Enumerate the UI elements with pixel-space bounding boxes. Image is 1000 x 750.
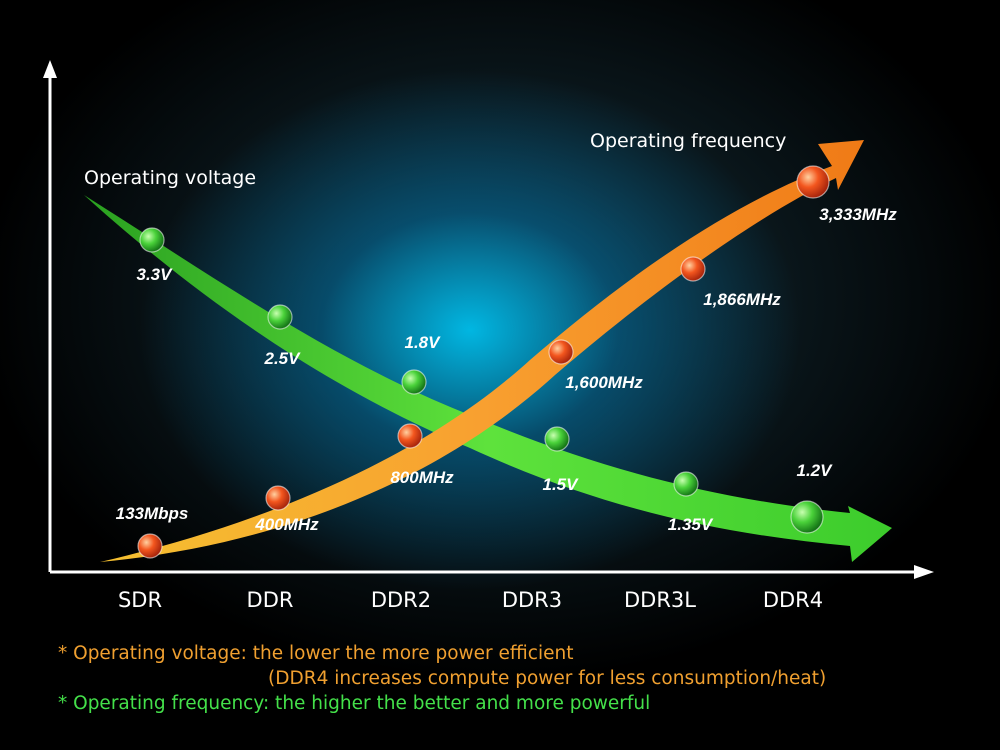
note-voltage: * Operating voltage: the lower the more … xyxy=(58,643,574,664)
x-tick-label-sdr: SDR xyxy=(118,588,162,612)
voltage-point-sdr xyxy=(139,227,165,253)
voltage-point-ddr3l xyxy=(673,471,699,497)
voltage-point-ddr4 xyxy=(790,500,824,534)
x-axis-arrow xyxy=(914,565,934,579)
x-tick-label-ddr: DDR xyxy=(247,588,294,612)
frequency-point-ddr4 xyxy=(796,165,830,199)
voltage-point-ddr xyxy=(267,304,293,330)
y-axis-arrow xyxy=(43,60,57,78)
frequency-data-label-ddr: 400MHz xyxy=(254,515,319,534)
voltage-data-label-ddr4: 1.2V xyxy=(797,461,834,480)
frequency-band xyxy=(100,140,864,562)
frequency-series-label: Operating frequency xyxy=(590,130,786,152)
voltage-point-ddr3 xyxy=(544,426,570,452)
voltage-data-label-ddr3l: 1.35V xyxy=(668,515,714,534)
frequency-data-label-sdr: 133Mbps xyxy=(116,504,189,523)
x-tick-label-ddr4: DDR4 xyxy=(763,588,823,612)
frequency-point-ddr2 xyxy=(397,423,423,449)
voltage-data-label-sdr: 3.3V xyxy=(137,265,174,284)
x-tick-label-ddr3: DDR3 xyxy=(502,588,562,612)
x-tick-label-ddr2: DDR2 xyxy=(371,588,431,612)
frequency-point-ddr3 xyxy=(548,339,574,365)
note-voltage-detail: (DDR4 increases compute power for less c… xyxy=(268,668,827,689)
voltage-data-label-ddr2: 1.8V xyxy=(405,333,442,352)
voltage-band xyxy=(84,195,892,562)
frequency-point-sdr xyxy=(137,533,163,559)
voltage-point-ddr2 xyxy=(401,369,427,395)
frequency-point-ddr3l xyxy=(680,256,706,282)
frequency-data-label-ddr2: 800MHz xyxy=(390,468,454,487)
voltage-series-label: Operating voltage xyxy=(84,167,256,189)
voltage-data-label-ddr: 2.5V xyxy=(264,349,302,368)
frequency-data-label-ddr3l: 1,866MHz xyxy=(703,290,781,309)
frequency-data-label-ddr3: 1,600MHz xyxy=(565,373,643,392)
marks-layer: SDR DDR DDR2 DDR3 DDR3L DDR4 3.3V 2.5V 1.8V 1.5V 1… xyxy=(116,165,897,612)
x-tick-label-ddr3l: DDR3L xyxy=(624,588,696,612)
voltage-data-label-ddr3: 1.5V xyxy=(543,475,580,494)
frequency-point-ddr xyxy=(265,485,291,511)
frequency-data-label-ddr4: 3,333MHz xyxy=(819,205,897,224)
note-frequency: * Operating frequency: the higher the be… xyxy=(58,693,651,714)
